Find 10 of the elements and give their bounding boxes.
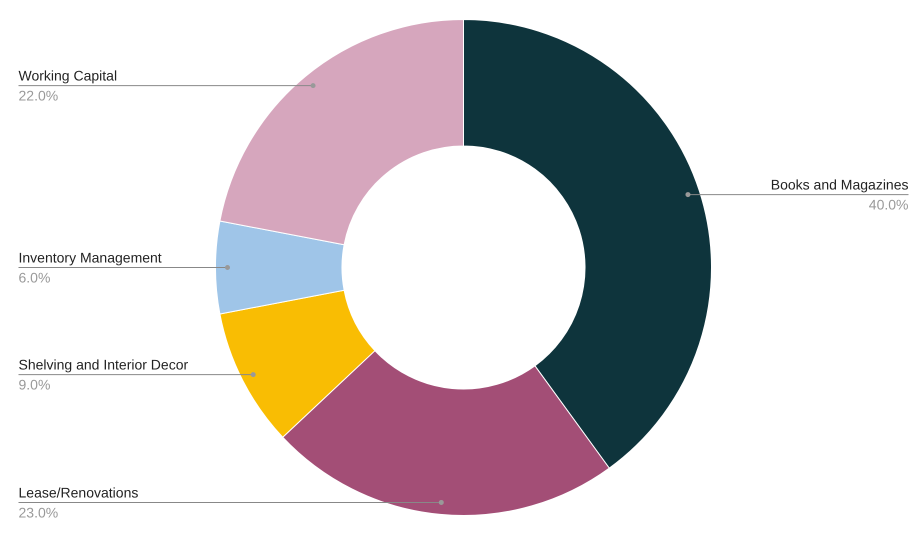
- data-label: 6.0%: [18, 270, 50, 286]
- data-label: 9.0%: [18, 376, 50, 393]
- data-label: 40.0%: [868, 196, 909, 213]
- slice-label: Working Capital: [18, 68, 118, 84]
- slice-label: Shelving and Interior Decor: [18, 356, 188, 373]
- data-label: 23.0%: [18, 504, 58, 520]
- slice-label: Lease/Renovations: [18, 484, 138, 500]
- slice-label: Books and Magazines: [770, 176, 909, 193]
- slice-label: Inventory Management: [18, 250, 162, 266]
- data-label: 22.0%: [18, 88, 58, 104]
